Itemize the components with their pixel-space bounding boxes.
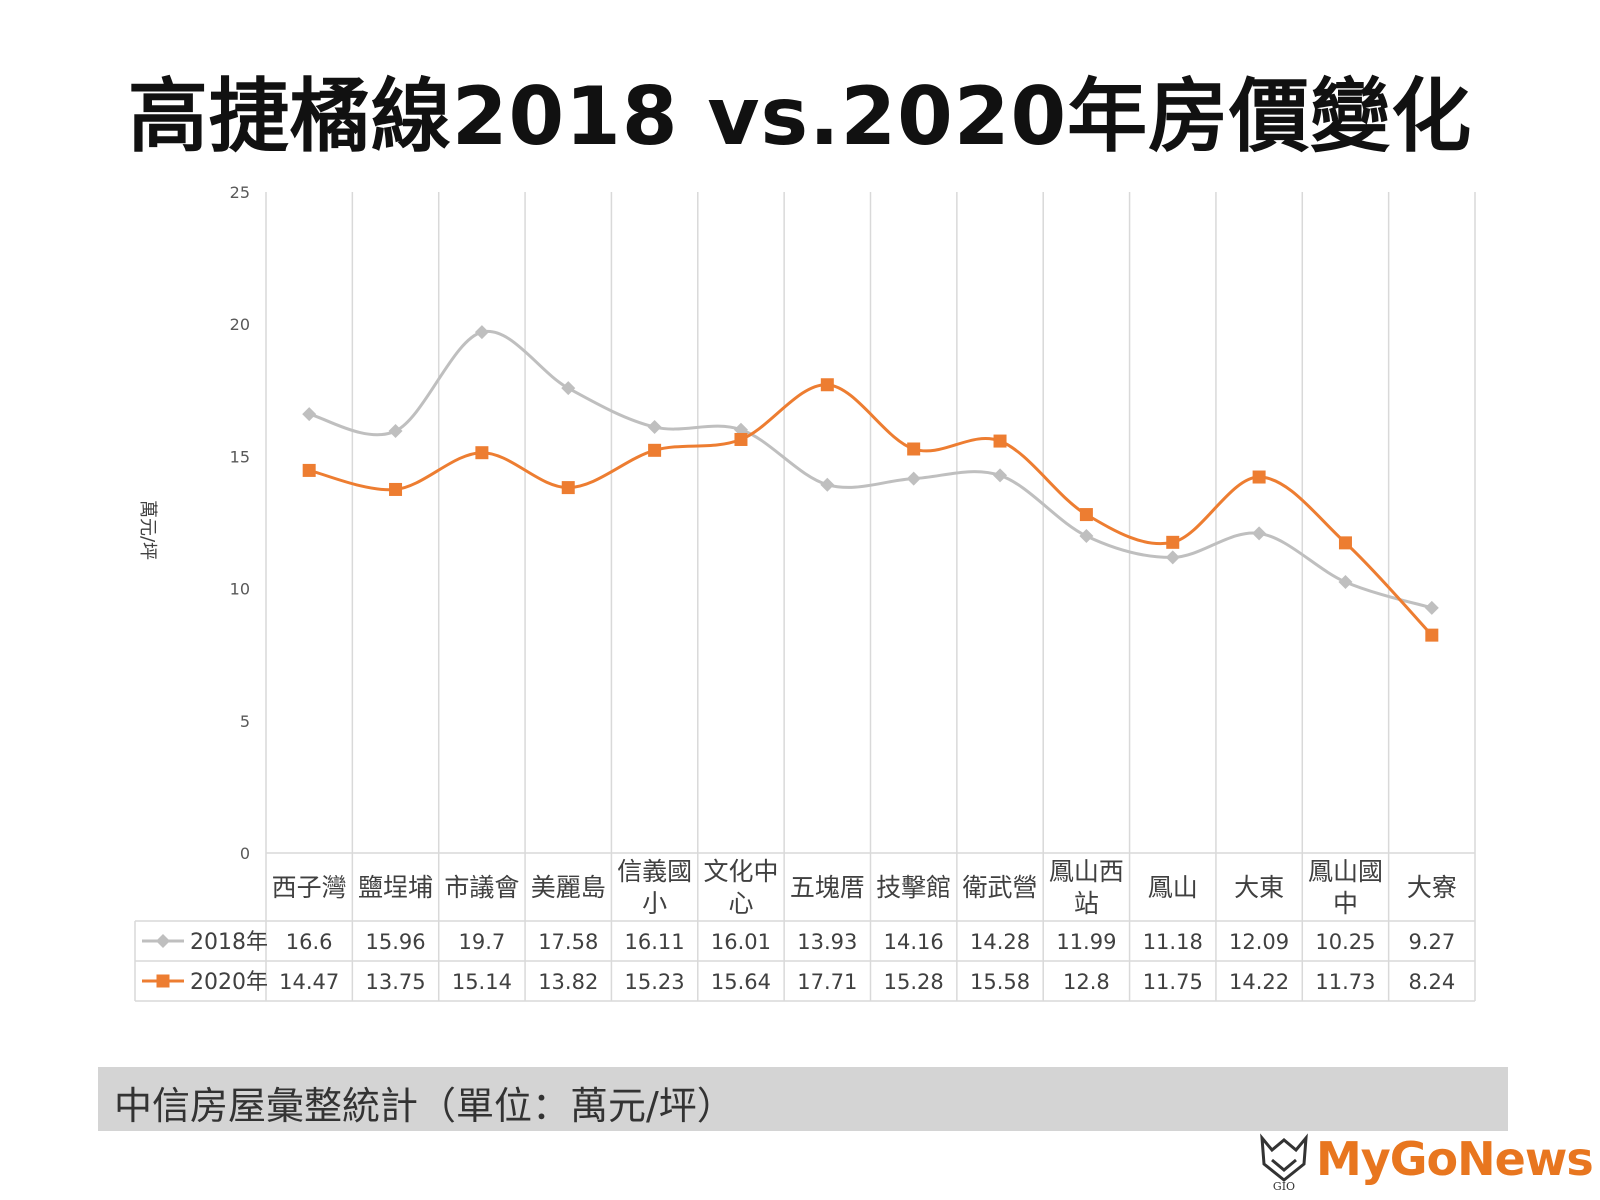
table-value: 16.01: [711, 930, 771, 954]
table-value: 14.47: [279, 970, 339, 994]
data-point: [388, 424, 403, 439]
source-note-bar: 中信房屋彙整統計（單位：萬元/坪）: [98, 1067, 1508, 1131]
data-point: [647, 420, 662, 435]
table-value: 14.16: [884, 930, 944, 954]
series-2020: [302, 378, 1439, 642]
chart-title: 高捷橘線2018 vs.2020年房價變化: [127, 70, 1473, 163]
category-label: 文化中: [703, 857, 778, 886]
data-point: [1165, 550, 1180, 565]
brand-emblem-text: GIO: [1273, 1180, 1295, 1192]
y-tick-label: 10: [230, 580, 250, 599]
series-layer: [302, 325, 1439, 642]
y-tick-label: 25: [230, 183, 250, 202]
data-point: [389, 482, 403, 496]
data-point: [734, 432, 748, 446]
data-point: [993, 434, 1007, 448]
category-label: 市議會: [444, 873, 519, 902]
table-value: 17.58: [538, 930, 598, 954]
data-point: [1424, 600, 1439, 615]
category-label: 鹽埕埔: [358, 873, 433, 902]
category-label: 美麗島: [531, 873, 606, 902]
category-label: 鳳山: [1148, 873, 1198, 902]
data-point: [820, 477, 835, 492]
category-label: 心: [728, 889, 753, 918]
category-label: 大東: [1234, 873, 1284, 902]
data-point: [1425, 628, 1439, 642]
category-label: 五塊厝: [790, 873, 865, 902]
y-tick-label: 20: [230, 315, 250, 334]
table-value: 14.22: [1229, 970, 1289, 994]
table-value: 12.8: [1063, 970, 1110, 994]
data-point: [561, 381, 576, 396]
y-tick-label: 15: [230, 447, 250, 466]
table-value: 13.75: [365, 970, 425, 994]
category-label: 技擊館: [876, 873, 951, 902]
category-label: 中: [1333, 889, 1358, 918]
data-point: [1252, 526, 1267, 541]
category-label: 小: [642, 889, 667, 918]
table-value: 11.99: [1056, 930, 1116, 954]
table-value: 9.27: [1408, 930, 1455, 954]
legend-marker: [156, 974, 170, 988]
y-axis: 0 5 10 15 20 25 萬元/坪: [137, 183, 250, 863]
table-value: 10.25: [1315, 930, 1375, 954]
data-point: [1252, 470, 1266, 484]
data-point: [907, 442, 921, 456]
data-point: [474, 325, 489, 340]
legend-label: 2020年: [190, 970, 268, 995]
table-value: 12.09: [1229, 930, 1289, 954]
table-value: 11.18: [1143, 930, 1203, 954]
category-label: 信義國: [617, 857, 692, 886]
table-value: 14.28: [970, 930, 1030, 954]
table-value: 15.58: [970, 970, 1030, 994]
table-value: 16.6: [286, 930, 333, 954]
category-label: 鳳山西: [1049, 857, 1124, 886]
table-value: 15.23: [625, 970, 685, 994]
y-tick-label: 0: [240, 844, 250, 863]
data-point: [820, 378, 834, 392]
table-value: 13.82: [538, 970, 598, 994]
table-value: 13.93: [797, 930, 857, 954]
category-label: 西子灣: [272, 873, 347, 902]
y-axis-title: 萬元/坪: [137, 500, 158, 560]
data-point: [1079, 528, 1094, 543]
category-label: 站: [1074, 889, 1099, 918]
data-point: [993, 468, 1008, 483]
brand-emblem-icon: GIO: [1260, 1133, 1308, 1192]
data-point: [302, 463, 316, 477]
series-2018: [302, 325, 1439, 615]
data-point: [1166, 535, 1180, 549]
y-tick-label: 5: [240, 712, 250, 731]
legend-marker: [156, 934, 170, 948]
data-point: [648, 443, 662, 457]
data-point: [561, 481, 575, 495]
table-value: 15.28: [884, 970, 944, 994]
data-point: [906, 471, 921, 486]
category-label: 大寮: [1407, 873, 1457, 902]
table-value: 11.73: [1315, 970, 1375, 994]
table-value: 15.96: [365, 930, 425, 954]
legend-label: 2018年: [190, 930, 268, 955]
table-value: 19.7: [459, 930, 506, 954]
category-label: 鳳山國: [1308, 857, 1383, 886]
brand-logo: GIO MyGoNews: [1258, 1130, 1594, 1192]
table-value: 17.71: [797, 970, 857, 994]
data-point: [1338, 536, 1352, 550]
data-point: [1079, 508, 1093, 522]
source-note: 中信房屋彙整統計（單位：萬元/坪）: [114, 1084, 735, 1128]
data-point: [1338, 574, 1353, 589]
data-point: [302, 407, 317, 422]
table-value: 15.14: [452, 970, 512, 994]
data-point: [475, 446, 489, 460]
brand-name: MyGoNews: [1316, 1132, 1594, 1186]
table-value: 15.64: [711, 970, 771, 994]
category-label: 衛武營: [963, 873, 1038, 902]
table-value: 16.11: [625, 930, 685, 954]
table-value: 8.24: [1408, 970, 1455, 994]
table-value: 11.75: [1143, 970, 1203, 994]
